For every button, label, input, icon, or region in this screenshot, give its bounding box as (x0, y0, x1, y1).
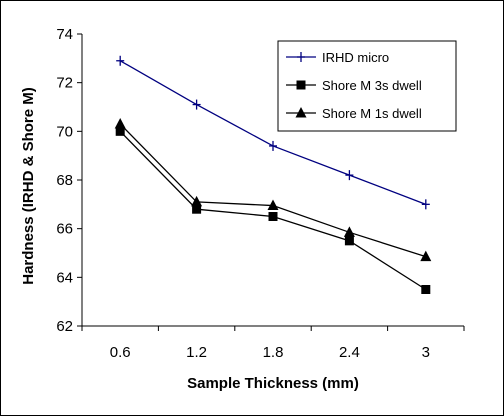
data-point (344, 236, 354, 246)
data-point (343, 226, 355, 237)
series-0 (116, 55, 430, 210)
data-point (268, 212, 278, 221)
data-point (192, 99, 201, 110)
x-tick-label: 3 (422, 344, 430, 361)
legend: IRHD micro Shore M 3s dwell Shore M 1s dwe… (277, 40, 457, 132)
x-tick-label: 2.4 (339, 344, 360, 361)
legend-item: Shore M 3s dwell (286, 78, 422, 93)
data-point (420, 250, 432, 262)
x-axis-title: Sample Thickness (mm) (187, 375, 359, 392)
data-point (116, 55, 125, 66)
data-point (421, 199, 430, 210)
data-point (114, 118, 126, 129)
y-tick-label: 64 (56, 269, 73, 286)
x-tick-label: 1.8 (263, 344, 284, 361)
data-point (192, 204, 202, 214)
y-tick-label: 62 (56, 318, 73, 335)
y-tick-label: 70 (56, 123, 73, 140)
legend-label: Shore M 1s dwell (322, 106, 422, 121)
legend-label: IRHD micro (322, 50, 389, 65)
y-tick-label: 72 (56, 75, 73, 92)
x-tick-label: 1.2 (186, 344, 207, 361)
data-point (421, 285, 431, 294)
data-point (115, 126, 125, 136)
y-tick-label: 66 (56, 221, 73, 238)
series-2 (114, 118, 432, 262)
data-point (345, 170, 354, 181)
legend-box (277, 40, 457, 132)
legend-item: Shore M 1s dwell (286, 106, 422, 121)
series-layer (114, 55, 432, 294)
y-tick-label: 74 (56, 26, 73, 43)
legend-label: Shore M 3s dwell (322, 78, 422, 93)
y-tick-label: 68 (56, 172, 73, 189)
legend-item: IRHD micro (286, 50, 389, 65)
legend-marker (296, 80, 306, 90)
data-point (191, 195, 203, 207)
series-1 (115, 126, 431, 294)
x-axis-ticks: 0.6 1.2 1.8 2.4 3 (81, 326, 465, 361)
series-line (119, 130, 427, 291)
data-point (267, 199, 279, 211)
legend-marker (295, 107, 307, 118)
x-tick-label: 0.6 (110, 344, 131, 361)
data-point (269, 140, 277, 151)
legend-marker (297, 52, 305, 62)
y-axis-ticks: 62 64 66 68 70 72 74 (56, 26, 82, 335)
y-axis-title: Hardness (IRHD & Shore M) (20, 87, 37, 285)
